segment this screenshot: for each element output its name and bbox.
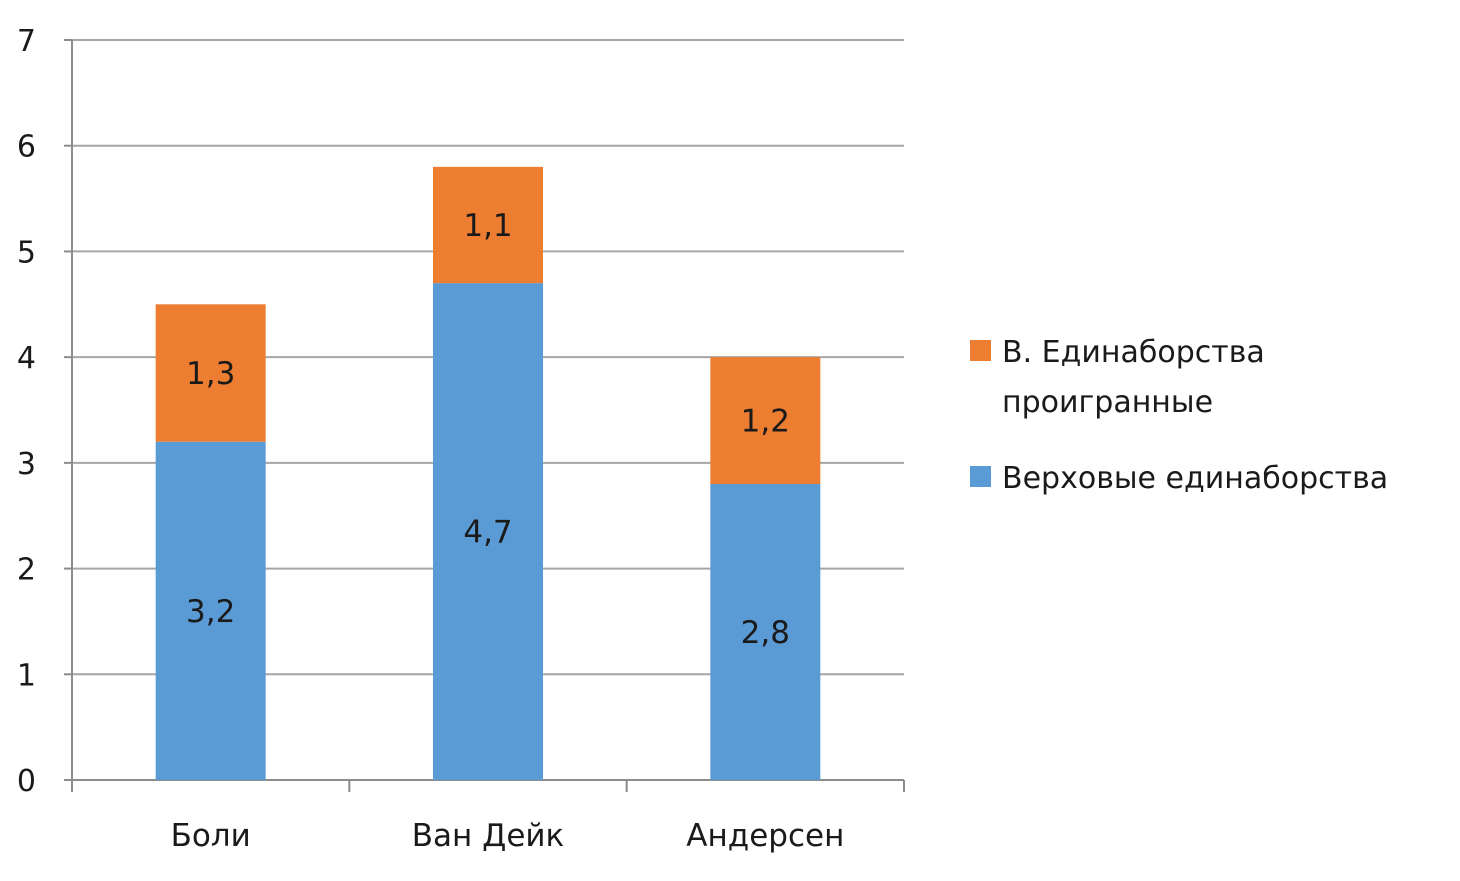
- data-label: 1,3: [186, 356, 235, 392]
- x-category-label: Боли: [171, 818, 251, 854]
- y-tick-label: 0: [17, 764, 36, 799]
- y-tick-label: 4: [17, 341, 36, 376]
- legend-swatch: [970, 340, 991, 361]
- bar-segment: [433, 166, 543, 284]
- y-tick-label: 1: [17, 658, 36, 693]
- x-category-label: Ван Дейк: [412, 818, 565, 854]
- y-tick-label: 3: [17, 447, 36, 482]
- data-label: 1,2: [741, 404, 790, 440]
- data-labels: 3,2 1,3 4,7 1,1 2,8 1,2: [186, 208, 790, 651]
- bar-segment: [433, 283, 543, 780]
- bar-segment: [155, 441, 266, 780]
- data-label: 3,2: [186, 594, 235, 630]
- bar-segment: [710, 484, 821, 780]
- legend-label: проигранные: [1002, 385, 1213, 420]
- legend-swatch: [970, 466, 991, 487]
- data-label: 1,1: [463, 208, 512, 244]
- bar-segment: [710, 357, 821, 484]
- bars: [155, 166, 821, 780]
- y-tick-label: 2: [17, 553, 36, 588]
- legend-label: В. Единаборства: [1002, 335, 1265, 370]
- y-tick-label: 7: [17, 24, 36, 59]
- legend: В. Единаборства проигранные Верховые едина…: [970, 335, 1388, 496]
- y-tick-label: 6: [17, 130, 36, 165]
- data-label: 2,8: [741, 615, 790, 651]
- y-tick-label: 5: [17, 235, 36, 270]
- bar-segment: [155, 304, 266, 442]
- data-label: 4,7: [463, 515, 512, 551]
- x-category-label: Андерсен: [686, 818, 844, 854]
- legend-label: Верховые единаборства: [1002, 461, 1388, 496]
